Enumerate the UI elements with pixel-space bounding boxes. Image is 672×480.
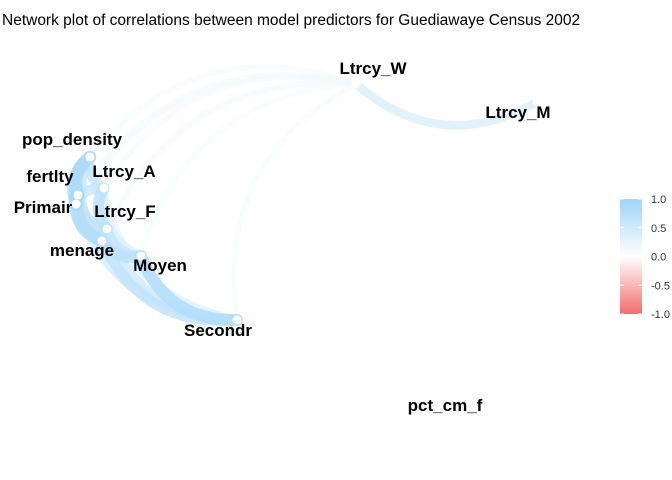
node-label-Moyen: Moyen [133,256,187,275]
node-label-pct_cm_f: pct_cm_f [408,396,483,415]
edge-Ltrcy_W-pop_density [87,64,359,160]
node-Ltrcy_W [351,79,361,89]
node-pct_cm_f [455,385,465,395]
node-label-Ltrcy_W: Ltrcy_W [339,59,407,78]
edge-Ltrcy_W-Secondr [231,81,359,323]
node-label-Ltrcy_F: Ltrcy_F [94,202,155,221]
nodes-layer [71,79,542,395]
node-fertlty [73,190,83,200]
node-menage [97,236,107,246]
node-Secondr [232,315,242,325]
legend-tick-label: 0.0 [651,252,666,264]
legend-ticks: 1.0 0.5 0.0 -0.5 -1.0 [620,194,670,321]
node-label-Secondr: Secondr [184,321,252,340]
legend-colorbar [620,199,642,314]
legend-tick-label: 0.5 [651,223,666,235]
legend-tick-label: 1.0 [651,194,666,206]
node-Primair [71,199,81,209]
node-label-fertlty: fertlty [26,167,74,186]
node-Ltrcy_M [532,97,542,107]
legend-tick-label: -1.0 [651,309,670,321]
edge-Ltrcy_W-Ltrcy_F [104,80,359,232]
node-label-pop_density: pop_density [22,130,123,149]
node-label-Primair: Primair [14,198,73,217]
edge-Ltrcy_W-Moyen [138,81,359,259]
node-Ltrcy_A [99,183,109,193]
node-Ltrcy_F [102,224,112,234]
color-legend: 1.0 0.5 0.0 -0.5 -1.0 [620,194,670,321]
legend-tick-label: -0.5 [651,280,670,292]
node-label-Ltrcy_A: Ltrcy_A [92,162,155,181]
edge-Moyen-Secondr [135,250,243,327]
node-Moyen [136,251,146,261]
node-pop_density [85,152,95,162]
node-label-menage: menage [50,241,114,260]
chart-title: Network plot of correlations between mod… [2,12,580,29]
edge-Ltrcy_W-Ltrcy_A [101,73,359,191]
edge-Ltrcy_W-Ltrcy_M [351,79,542,130]
node-label-Ltrcy_M: Ltrcy_M [485,103,550,122]
